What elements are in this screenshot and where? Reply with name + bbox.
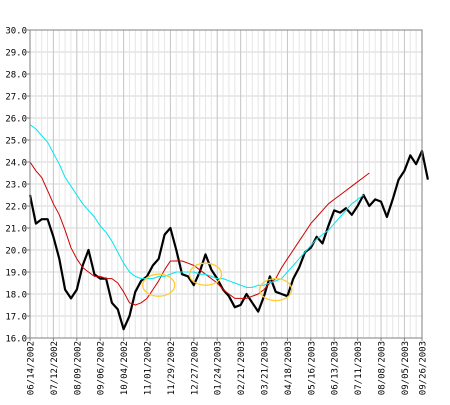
x-tick-label: 02/21/2003 [237, 341, 247, 395]
y-axis: 16.0 17.0 18.0 19.0 20.0 21.0 22.0 23.0 24.0 25.0… [5, 27, 30, 345]
y-tick-label: 20.0 [5, 247, 27, 257]
y-tick-label: 26.0 [5, 115, 27, 125]
x-tick-label: 09/06/2002 [97, 341, 107, 395]
x-tick-label: 11/01/2002 [144, 341, 154, 395]
x-tick-label: 03/21/2003 [261, 341, 271, 395]
y-tick-label: 16.0 [5, 335, 27, 345]
x-tick-label: 04/18/2003 [284, 341, 294, 395]
x-tick-label: 01/24/2003 [214, 341, 224, 395]
x-tick-label: 06/13/2003 [331, 341, 341, 395]
x-tick-label: 10/04/2002 [120, 341, 130, 395]
y-tick-label: 22.0 [5, 203, 27, 213]
x-tick-label: 07/12/2002 [50, 341, 60, 395]
x-tick-label: 09/05/2003 [401, 341, 411, 395]
x-tick-label: 07/11/2003 [354, 341, 364, 395]
series-group [28, 124, 429, 331]
y-tick-label: 27.0 [5, 93, 27, 103]
x-tick-label: 05/16/2003 [307, 341, 317, 395]
y-tick-label: 30.0 [5, 27, 27, 37]
y-tick-label: 24.0 [5, 159, 27, 169]
x-tick-label: 08/09/2002 [73, 341, 83, 395]
highlight-ellipse [188, 262, 223, 286]
series-line-2 [29, 161, 370, 306]
y-tick-label: 19.0 [5, 269, 27, 279]
y-tick-label: 28.0 [5, 71, 27, 81]
y-tick-label: 18.0 [5, 291, 27, 301]
y-tick-label: 29.0 [5, 49, 27, 59]
highlight-ellipse [259, 277, 293, 302]
y-tick-label: 23.0 [5, 181, 27, 191]
series-line-1 [28, 149, 429, 331]
y-tick-label: 21.0 [5, 225, 27, 235]
annotation-group [142, 262, 293, 302]
x-tick-label: 09/26/2003 [419, 341, 429, 395]
x-tick-label: 11/29/2002 [167, 341, 177, 395]
x-tick-label: 08/08/2003 [378, 341, 388, 395]
x-axis: 06/14/2002 07/12/2002 08/09/2002 09/06/2002… [27, 338, 429, 395]
x-tick-label: 12/27/2002 [190, 341, 200, 395]
highlight-ellipse [142, 273, 176, 297]
y-tick-label: 25.0 [5, 137, 27, 147]
series-line-3 [29, 124, 364, 288]
y-tick-label: 17.0 [5, 313, 27, 323]
x-tick-label: 06/14/2002 [27, 341, 37, 395]
